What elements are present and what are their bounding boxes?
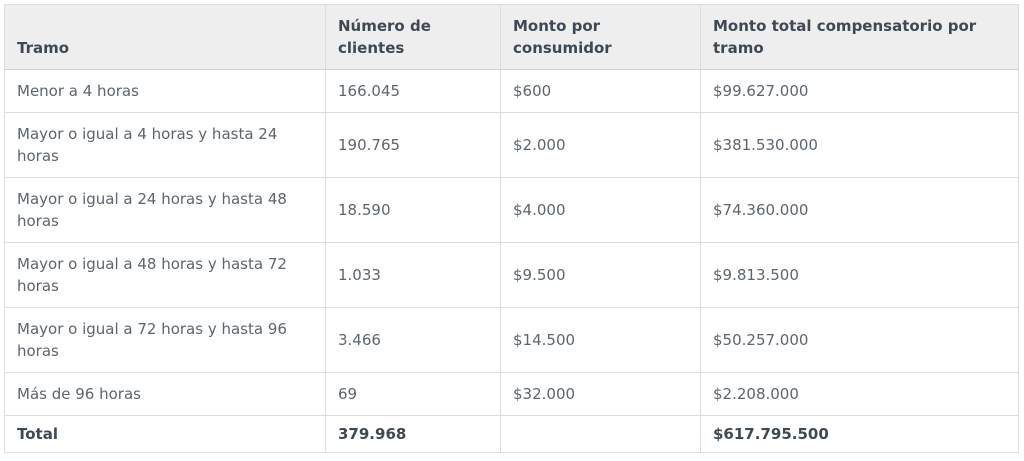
table-row: Menor a 4 horas 166.045 $600 $99.627.000: [4, 69, 1019, 113]
table-cell: $74.360.000: [700, 177, 1019, 243]
table-row: Mayor o igual a 72 horas y hasta 96 hora…: [4, 307, 1019, 373]
table-cell: $14.500: [500, 307, 701, 373]
table-cell: 69: [325, 372, 501, 416]
column-header-3: Monto total compensatorio por tramo: [700, 4, 1019, 70]
total-row: Total 379.968 $617.795.500: [4, 415, 1019, 453]
table-cell: $381.530.000: [700, 112, 1019, 178]
table-cell: Total: [4, 415, 326, 453]
table-cell: Mayor o igual a 24 horas y hasta 48 hora…: [4, 177, 326, 243]
table-cell: $32.000: [500, 372, 701, 416]
column-header-2: Monto por consumidor: [500, 4, 701, 70]
table-cell: $2.000: [500, 112, 701, 178]
table-row: Mayor o igual a 48 horas y hasta 72 hora…: [4, 242, 1019, 308]
table-cell: Más de 96 horas: [4, 372, 326, 416]
table-cell: Menor a 4 horas: [4, 69, 326, 113]
table-header-row: Tramo Número de clientes Monto por consumi…: [4, 4, 1019, 70]
table-cell: $9.500: [500, 242, 701, 308]
table-cell: 166.045: [325, 69, 501, 113]
table-cell: 379.968: [325, 415, 501, 453]
table-cell: 1.033: [325, 242, 501, 308]
table-cell: $99.627.000: [700, 69, 1019, 113]
table-cell: $9.813.500: [700, 242, 1019, 308]
table-cell: 18.590: [325, 177, 501, 243]
table-row: Mayor o igual a 4 horas y hasta 24 horas…: [4, 112, 1019, 178]
table-row: Más de 96 horas 69 $32.000 $2.208.000: [4, 372, 1019, 416]
table-cell: $2.208.000: [700, 372, 1019, 416]
table-body: Menor a 4 horas 166.045 $600 $99.627.000 May…: [4, 69, 1019, 453]
column-header-1: Número de clientes: [325, 4, 501, 70]
table-row: Mayor o igual a 24 horas y hasta 48 hora…: [4, 177, 1019, 243]
table-cell: $4.000: [500, 177, 701, 243]
compensation-table: Tramo Número de clientes Monto por consumi…: [4, 4, 1019, 453]
table-cell: Mayor o igual a 72 horas y hasta 96 hora…: [4, 307, 326, 373]
table-cell: 190.765: [325, 112, 501, 178]
column-header-0: Tramo: [4, 4, 326, 70]
table-cell: Mayor o igual a 48 horas y hasta 72 hora…: [4, 242, 326, 308]
table-cell: Mayor o igual a 4 horas y hasta 24 horas: [4, 112, 326, 178]
table-cell: $600: [500, 69, 701, 113]
table-cell: $617.795.500: [700, 415, 1019, 453]
table-cell: 3.466: [325, 307, 501, 373]
table-cell: $50.257.000: [700, 307, 1019, 373]
table-cell: [500, 415, 701, 453]
